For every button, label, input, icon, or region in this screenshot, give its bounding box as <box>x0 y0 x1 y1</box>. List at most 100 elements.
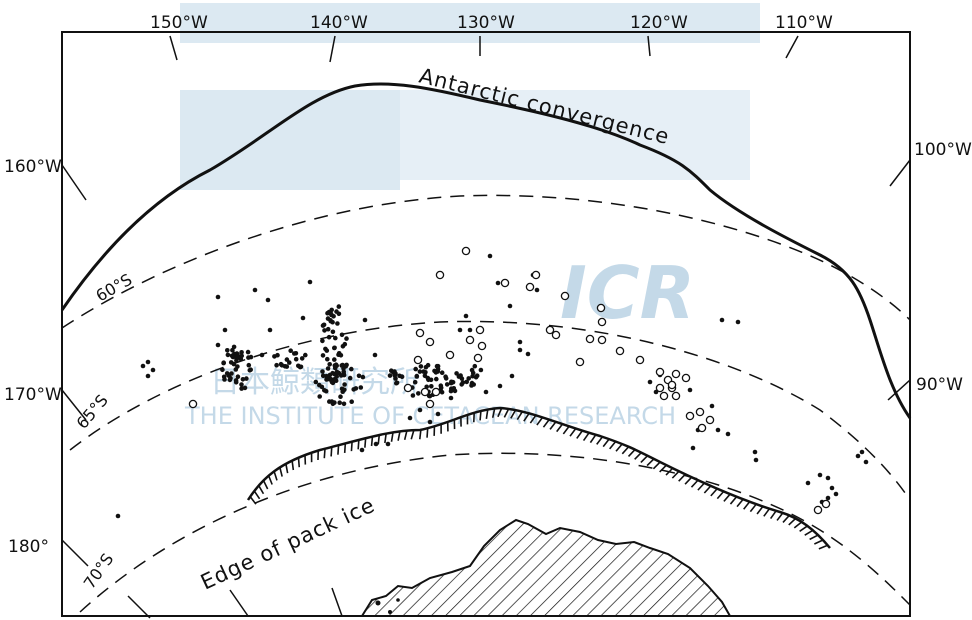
sighting-dot-filled <box>222 327 228 333</box>
sighting-dot-filled <box>427 419 433 425</box>
sighting-dot-open <box>435 270 445 280</box>
sighting-dot-filled <box>752 449 758 455</box>
sighting-dot-open <box>635 355 645 365</box>
sighting-dot-filled <box>416 391 421 396</box>
sighting-dot-filled <box>444 382 450 387</box>
sighting-dot-filled <box>329 379 335 385</box>
sighting-dot-filled <box>417 407 423 413</box>
sighting-dot-filled <box>359 447 365 453</box>
sighting-dot-filled <box>278 361 284 367</box>
sighting-dot-filled <box>225 352 231 358</box>
lon-label-110w: 110°W <box>775 13 833 33</box>
sighting-dot-filled <box>335 321 340 326</box>
sighting-dot-filled <box>274 362 279 368</box>
lon-label-130w: 130°W <box>457 13 515 33</box>
sighting-dot-filled <box>323 388 329 394</box>
sighting-dot-filled <box>829 485 835 491</box>
sighting-dot-filled <box>429 384 434 389</box>
sighting-dot-open <box>671 391 681 401</box>
sighting-dot-filled <box>297 364 303 370</box>
sighting-dot-filled <box>334 374 340 379</box>
sighting-dot-filled <box>228 375 233 381</box>
sighting-dot-filled <box>330 329 336 335</box>
sighting-dot-open <box>667 380 677 390</box>
sighting-dot-filled <box>293 356 299 362</box>
sighting-dot-filled <box>334 369 340 375</box>
sighting-dot-filled <box>344 336 349 341</box>
sighting-dot-filled <box>483 389 489 395</box>
sighting-dot-filled <box>234 358 239 363</box>
sighting-dot-filled <box>805 480 811 486</box>
sighting-dot-filled <box>525 351 531 357</box>
lat-65s-line <box>69 320 911 501</box>
sighting-dot-filled <box>287 360 292 365</box>
sighting-dot-filled <box>647 379 653 385</box>
sighting-dot-filled <box>372 352 378 358</box>
sighting-dot-filled <box>349 399 355 405</box>
sighting-dot-filled <box>332 357 337 362</box>
sighting-dot-filled <box>239 386 244 391</box>
sighting-dot-filled <box>448 380 454 386</box>
sighting-dot-filled <box>413 366 419 372</box>
pack-ice-edge-line <box>246 406 831 549</box>
sighting-dot-filled <box>338 394 343 400</box>
sighting-dot-filled <box>469 367 475 373</box>
sighting-dot-filled <box>439 370 445 376</box>
sighting-dot-filled <box>457 327 463 333</box>
sighting-dot-filled <box>325 374 330 379</box>
sighting-dot-filled <box>246 362 252 368</box>
sighting-dot-open <box>659 391 669 401</box>
sighting-dot-filled <box>221 360 226 366</box>
sighting-dot-filled <box>725 431 731 437</box>
sighting-dot-open <box>425 337 435 347</box>
sighting-dot-filled <box>534 287 540 293</box>
sighting-dot-filled <box>325 356 330 362</box>
sighting-dot-filled <box>467 327 473 333</box>
sighting-dot-open <box>697 423 707 433</box>
sighting-dot-filled <box>145 359 151 365</box>
sighting-dot-filled <box>330 319 335 325</box>
sighting-dot-filled <box>434 363 440 369</box>
sighting-dot-filled <box>448 395 454 401</box>
sighting-dot-filled <box>423 370 428 375</box>
sighting-dot-open <box>413 355 423 365</box>
lon-label-170w: 170°W <box>4 385 62 405</box>
watermark: ICR 日本鯨類研究所 THE INSTITUTE OF CETACEAN RE… <box>180 3 760 430</box>
sighting-dot-open <box>705 415 715 425</box>
sighting-dot-open <box>473 353 483 363</box>
sighting-dot-filled <box>715 427 721 433</box>
sighting-dot-filled <box>410 393 416 398</box>
sighting-dot-filled <box>325 366 331 371</box>
sighting-dot-filled <box>472 363 478 369</box>
sighting-dot-filled <box>347 375 353 381</box>
sighting-dot-filled <box>817 472 823 478</box>
sighting-dot-filled <box>145 373 151 379</box>
sighting-dot-filled <box>235 364 240 369</box>
latitude-labels: 60°S 65°S 70°S <box>73 270 136 593</box>
sighting-dot-filled <box>341 401 347 407</box>
sighting-dot-filled <box>464 379 470 385</box>
sighting-dot-filled <box>246 355 251 360</box>
sighting-dot-filled <box>497 383 503 389</box>
lon-label-100w: 100°W <box>914 140 972 160</box>
sighting-dot-open <box>655 383 665 393</box>
sighting-dot-filled <box>307 279 313 285</box>
sighting-dot-filled <box>417 369 423 374</box>
sighting-dot-filled <box>231 361 237 367</box>
sighting-dot-open <box>560 291 570 301</box>
lon-label-120w: 120°W <box>630 13 688 33</box>
sighting-dot-open <box>445 350 455 360</box>
sighting-dot-filled <box>425 362 431 368</box>
sighting-dot-filled <box>463 313 469 319</box>
sighting-dot-filled <box>324 348 330 353</box>
sighting-dot-filled <box>460 380 466 385</box>
sighting-dot-filled <box>244 376 249 381</box>
coast-islands <box>375 598 400 614</box>
sighting-dot-filled <box>334 363 340 369</box>
sighting-dot-filled <box>507 303 513 309</box>
sighting-dot-filled <box>709 403 715 409</box>
sighting-dot-open <box>821 499 831 509</box>
lat-label-60s: 60°S <box>93 270 136 306</box>
sighting-dot-filled <box>340 344 346 349</box>
